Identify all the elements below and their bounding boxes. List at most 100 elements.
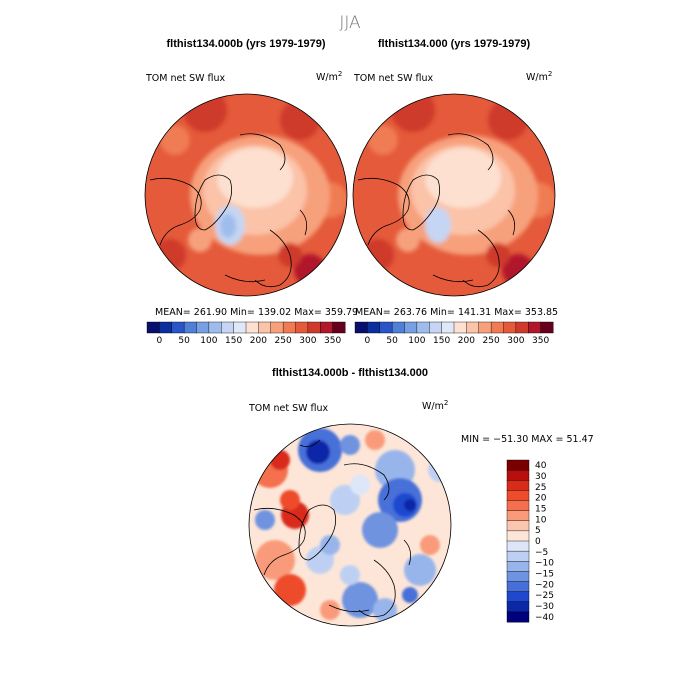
colorbar-swatch <box>320 321 334 334</box>
colorbar-tick-label: 100 <box>408 336 425 346</box>
colorbar-tick-label: −40 <box>535 613 554 623</box>
panel-left-stats: MEAN= 261.90 Min= 139.02 Max= 359.79 <box>155 307 358 318</box>
colorbar-swatch <box>506 469 530 481</box>
colorbar-swatch <box>379 321 393 334</box>
colorbar-tick-label: 0 <box>157 336 163 346</box>
colorbar-swatch <box>478 321 492 334</box>
colorbar-swatch <box>354 321 368 334</box>
panel-right-field: TOM net SW flux <box>353 73 434 84</box>
panel-diff: flthist134.000b - flthist134.000 TOM net… <box>248 367 594 627</box>
colorbar-swatch <box>404 321 418 334</box>
coastlines-diff <box>253 439 412 618</box>
colorbar-tick-label: 150 <box>433 336 450 346</box>
colorbar-tick-label: 0 <box>535 537 541 547</box>
colorbar-left-ticks: 0 50 100 150 200 250 300 350 <box>157 336 342 346</box>
colorbar-swatch <box>429 321 443 334</box>
colorbar-swatch <box>416 321 430 334</box>
panel-left-title: flthist134.000b (yrs 1979-1979) <box>167 38 326 50</box>
panel-left-field: TOM net SW flux <box>145 73 226 84</box>
colorbar-tick-label: 50 <box>386 336 398 346</box>
colorbar-swatch <box>540 321 554 334</box>
colorbar-swatch <box>233 321 247 334</box>
colorbar-swatch <box>258 321 272 334</box>
colorbar-swatch <box>506 550 530 562</box>
colorbar-swatch <box>307 321 321 334</box>
diff-field: TOM net SW flux <box>248 403 329 414</box>
colorbar-swatch <box>183 321 198 334</box>
colorbar-swatch <box>506 530 530 542</box>
panel-right-stats: MEAN= 263.76 Min= 141.31 Max= 353.85 <box>355 307 558 318</box>
colorbar-swatch <box>453 321 467 334</box>
map-right-field <box>353 94 555 296</box>
colorbar-tick-label: 100 <box>200 336 217 346</box>
colorbar-swatch <box>528 321 542 334</box>
panel-right-title: flthist134.000 (yrs 1979-1979) <box>378 38 531 50</box>
colorbar-swatch <box>332 321 346 334</box>
colorbar-swatch <box>196 321 210 334</box>
colorbar-tick-label: 350 <box>532 336 549 346</box>
colorbar-tick-label: 150 <box>225 336 242 346</box>
colorbar-tick-label: −10 <box>535 559 554 569</box>
colorbar-swatch <box>221 321 235 334</box>
colorbar-right <box>354 321 554 334</box>
season-title: JJA <box>339 13 361 33</box>
colorbar-tick-label: 200 <box>250 336 267 346</box>
colorbar-swatch <box>466 321 480 334</box>
colorbar-tick-label: 40 <box>535 461 547 471</box>
units-exp: 2 <box>444 399 448 407</box>
colorbar-swatch <box>208 321 222 334</box>
colorbar-tick-label: −30 <box>535 602 554 612</box>
colorbar-tick-label: 15 <box>535 504 546 514</box>
panel-left: flthist134.000b (yrs 1979-1979) TOM net … <box>144 38 358 346</box>
colorbar-tick-label: 5 <box>535 526 541 536</box>
colorbar-swatch <box>367 321 381 334</box>
map-right-border <box>352 93 556 297</box>
colorbar-tick-label: −20 <box>535 580 554 590</box>
units-exp: 2 <box>548 70 552 78</box>
map-diff-field <box>249 424 451 626</box>
colorbar-swatch <box>515 321 529 334</box>
colorbar-tick-label: 300 <box>507 336 524 346</box>
colorbar-swatch <box>282 321 297 334</box>
colorbar-tick-label: −15 <box>535 570 554 580</box>
units-base: W/m <box>316 72 338 83</box>
colorbar-swatch <box>506 500 530 512</box>
colorbar-swatch <box>506 581 530 593</box>
panel-left-units: W/m2 <box>316 70 342 83</box>
colorbar-left <box>146 321 346 334</box>
panel-right: flthist134.000 (yrs 1979-1979) TOM net S… <box>352 38 558 346</box>
colorbar-swatch <box>506 490 530 502</box>
colorbar-tick-label: 20 <box>535 494 547 504</box>
colorbar-swatch <box>270 321 284 334</box>
colorbar-swatch <box>245 321 259 334</box>
colorbar-swatch <box>506 611 530 623</box>
colorbar-right-ticks: 0 50 100 150 200 250 300 350 <box>365 336 550 346</box>
colorbar-swatch <box>295 321 309 334</box>
colorbar-tick-label: 30 <box>535 472 547 482</box>
colorbar-swatch <box>506 510 530 522</box>
colorbar-tick-label: 25 <box>535 483 546 493</box>
map-left-field <box>145 94 347 296</box>
colorbar-swatch <box>506 540 530 552</box>
colorbar-tick-label: 50 <box>178 336 190 346</box>
colorbar-tick-label: −25 <box>535 591 554 601</box>
colorbar-swatch <box>506 591 530 603</box>
panel-right-units: W/m2 <box>526 70 552 83</box>
colorbar-tick-label: 0 <box>365 336 371 346</box>
colorbar-swatch <box>503 321 517 334</box>
colorbar-swatch <box>506 571 530 583</box>
colorbar-tick-label: 200 <box>458 336 475 346</box>
colorbar-swatch <box>171 321 185 334</box>
units-base: W/m <box>526 72 548 83</box>
colorbar-swatch <box>441 321 455 334</box>
colorbar-swatch <box>506 459 530 471</box>
colorbar-swatch <box>506 561 530 572</box>
colorbar-tick-label: 10 <box>535 515 547 525</box>
colorbar-tick-label: 300 <box>299 336 316 346</box>
units-base: W/m <box>422 401 444 412</box>
colorbar-tick-label: 250 <box>275 336 292 346</box>
colorbar-swatch <box>146 321 160 334</box>
colorbar-swatch <box>159 321 173 334</box>
